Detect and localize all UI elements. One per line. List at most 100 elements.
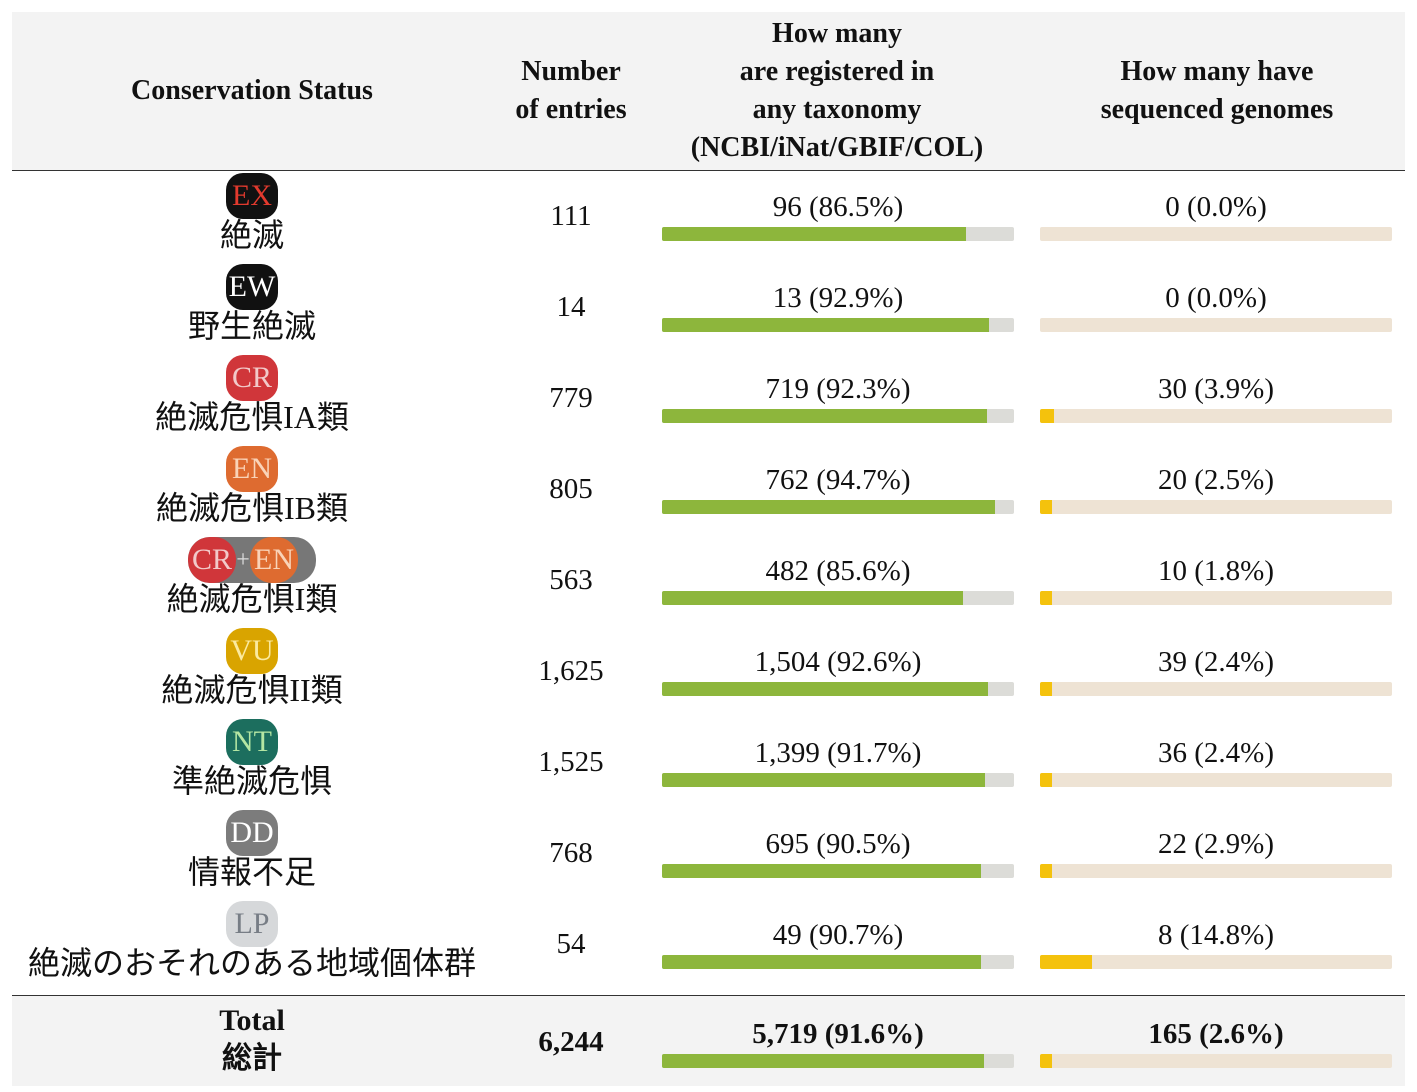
- taxonomy-cell: 719 (92.3%): [662, 353, 1014, 444]
- genomes-label: 0 (0.0%): [1165, 191, 1267, 223]
- status-label: 絶滅のおそれのある地域個体群: [27, 945, 476, 981]
- status-label: 絶滅危惧II類: [161, 672, 343, 708]
- status-label: 準絶滅危惧: [171, 763, 332, 799]
- status-cell: NT 準絶滅危惧: [12, 717, 492, 808]
- status-badge: EN: [226, 446, 278, 492]
- genomes-bar-fill: [1040, 682, 1052, 696]
- conservation-table: Conservation Status Number of entries Ho…: [12, 12, 1405, 1086]
- status-cell: CR + EN 絶滅危惧I類: [12, 535, 492, 626]
- taxonomy-bar-track: [662, 591, 1014, 605]
- total-row: Total 総計 6,244 5,719 (91.6%) 165 (2.6%): [12, 995, 1405, 1086]
- status-badge: NT: [226, 719, 278, 765]
- table-row: DD 情報不足 768 695 (90.5%) 22 (2.9%): [12, 808, 1405, 899]
- genomes-label: 0 (0.0%): [1165, 282, 1267, 314]
- status-cell: DD 情報不足: [12, 808, 492, 899]
- status-cell: EN 絶滅危惧IB類: [12, 444, 492, 535]
- total-taxonomy-cell: 5,719 (91.6%): [662, 996, 1014, 1087]
- header-entries: Number of entries: [515, 56, 627, 125]
- taxonomy-cell: 1,504 (92.6%): [662, 626, 1014, 717]
- status-label: 絶滅: [219, 217, 284, 253]
- table-body: EX 絶滅 111 96 (86.5%) 0 (0.0%) EW 野生絶滅 14 13 (92.…: [12, 171, 1405, 990]
- taxonomy-bar-fill: [662, 318, 989, 332]
- taxonomy-bar-fill: [662, 227, 967, 241]
- genomes-bar-fill: [1040, 409, 1054, 423]
- total-taxonomy-label: 5,719 (91.6%): [752, 1018, 924, 1050]
- genomes-label: 8 (14.8%): [1158, 919, 1274, 951]
- taxonomy-bar-track: [662, 318, 1014, 332]
- entries-count: 1,525: [538, 746, 604, 778]
- total-genomes-track: [1040, 1054, 1392, 1068]
- taxonomy-label: 1,399 (91.7%): [754, 737, 922, 769]
- genomes-cell: 30 (3.9%): [1040, 353, 1392, 444]
- taxonomy-label: 695 (90.5%): [765, 828, 911, 860]
- entries-count: 54: [556, 928, 586, 960]
- taxonomy-label: 96 (86.5%): [772, 191, 904, 223]
- taxonomy-label: 13 (92.9%): [772, 282, 904, 314]
- genomes-bar-track: [1040, 864, 1392, 878]
- header-genomes: How many have sequenced genomes: [1100, 56, 1334, 125]
- table-header: Conservation Status Number of entries Ho…: [12, 12, 1405, 171]
- total-genomes-fill: [1040, 1054, 1052, 1068]
- table-row: CR + EN 絶滅危惧I類 563 482 (85.6%) 10 (1.8%): [12, 535, 1405, 626]
- table-row: EN 絶滅危惧IB類 805 762 (94.7%) 20 (2.5%): [12, 444, 1405, 535]
- total-label-jp: 総計: [222, 1042, 282, 1075]
- entries-count: 14: [556, 291, 586, 323]
- status-badge: DD: [226, 810, 278, 856]
- genomes-bar-track: [1040, 955, 1392, 969]
- status-badge: VU: [226, 628, 278, 674]
- taxonomy-cell: 13 (92.9%): [662, 262, 1014, 353]
- taxonomy-label: 1,504 (92.6%): [754, 646, 922, 678]
- taxonomy-bar-track: [662, 682, 1014, 696]
- entries-count: 111: [550, 200, 592, 232]
- status-label: 絶滅危惧IB類: [155, 490, 348, 526]
- status-cell: EX 絶滅: [12, 171, 492, 262]
- table-row: LP 絶滅のおそれのある地域個体群 54 49 (90.7%) 8 (14.8%): [12, 899, 1405, 990]
- header-status: Conservation Status: [131, 75, 373, 106]
- status-cell: CR 絶滅危惧IA類: [12, 353, 492, 444]
- genomes-cell: 8 (14.8%): [1040, 899, 1392, 990]
- taxonomy-cell: 49 (90.7%): [662, 899, 1014, 990]
- genomes-bar-track: [1040, 318, 1392, 332]
- taxonomy-bar-fill: [662, 591, 964, 605]
- taxonomy-bar-track: [662, 500, 1014, 514]
- status-badge: CR: [226, 355, 278, 401]
- taxonomy-bar-fill: [662, 955, 982, 969]
- genomes-bar-fill: [1040, 591, 1052, 605]
- genomes-bar-fill: [1040, 500, 1052, 514]
- taxonomy-bar-fill: [662, 864, 981, 878]
- status-label: 絶滅危惧IA類: [155, 399, 349, 435]
- genomes-label: 30 (3.9%): [1158, 373, 1274, 405]
- status-badge: CR + EN: [188, 537, 316, 583]
- status-cell: LP 絶滅のおそれのある地域個体群: [12, 899, 492, 990]
- taxonomy-cell: 96 (86.5%): [662, 171, 1014, 262]
- status-label: 絶滅危惧I類: [166, 581, 338, 617]
- genomes-bar-track: [1040, 773, 1392, 787]
- total-label-en: Total: [219, 1004, 285, 1037]
- genomes-label: 22 (2.9%): [1158, 828, 1274, 860]
- status-cell: EW 野生絶滅: [12, 262, 492, 353]
- taxonomy-label: 49 (90.7%): [772, 919, 904, 951]
- table-row: EX 絶滅 111 96 (86.5%) 0 (0.0%): [12, 171, 1405, 262]
- genomes-label: 36 (2.4%): [1158, 737, 1274, 769]
- genomes-bar-track: [1040, 591, 1392, 605]
- taxonomy-label: 762 (94.7%): [765, 464, 911, 496]
- taxonomy-bar-track: [662, 773, 1014, 787]
- genomes-cell: 39 (2.4%): [1040, 626, 1392, 717]
- genomes-cell: 20 (2.5%): [1040, 444, 1392, 535]
- taxonomy-bar-fill: [662, 773, 985, 787]
- status-label: 野生絶滅: [187, 308, 316, 344]
- table-row: CR 絶滅危惧IA類 779 719 (92.3%) 30 (3.9%): [12, 353, 1405, 444]
- taxonomy-bar-fill: [662, 409, 987, 423]
- total-entries: 6,244: [538, 1026, 604, 1058]
- header-taxonomy: How many are registered in any taxonomy …: [690, 18, 984, 163]
- table-row: EW 野生絶滅 14 13 (92.9%) 0 (0.0%): [12, 262, 1405, 353]
- status-cell: VU 絶滅危惧II類: [12, 626, 492, 717]
- genomes-bar-track: [1040, 409, 1392, 423]
- genomes-label: 39 (2.4%): [1158, 646, 1274, 678]
- genomes-bar-fill: [1040, 864, 1052, 878]
- total-taxonomy-track: [662, 1054, 1014, 1068]
- status-badge-part: EN: [250, 537, 299, 583]
- entries-count: 805: [549, 473, 593, 505]
- genomes-bar-fill: [1040, 955, 1093, 969]
- total-taxonomy-fill: [662, 1054, 985, 1068]
